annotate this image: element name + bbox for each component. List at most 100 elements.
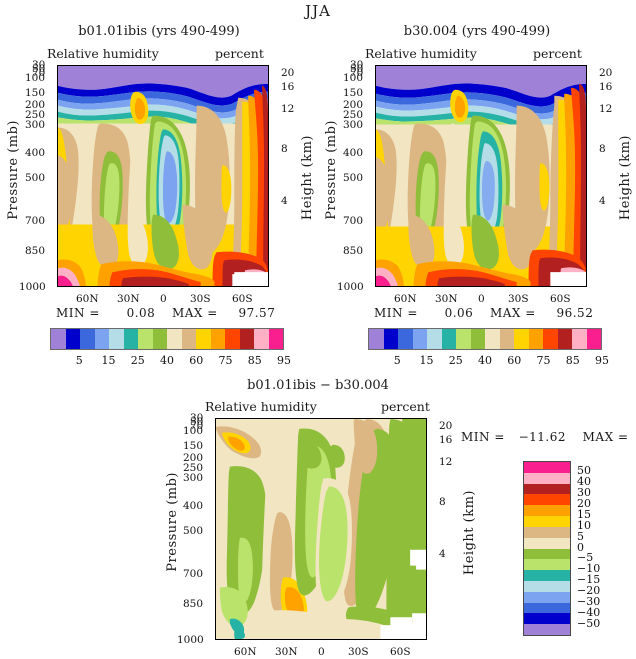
- htick-20: 20: [281, 67, 295, 79]
- colorbar-swatch: [80, 329, 95, 349]
- ptick-70: 70: [350, 67, 364, 79]
- colorbar-tick-label: 5: [577, 529, 584, 543]
- ptick-150: 150: [25, 87, 46, 99]
- axis-tick: [375, 142, 376, 143]
- colorbar-swatch: [167, 329, 182, 349]
- axis-tick: [375, 120, 376, 121]
- panel-left-title: b01.01ibis (yrs 490-499): [78, 24, 240, 39]
- ptick-500: 500: [183, 525, 204, 537]
- ptick-100: 100: [343, 72, 364, 84]
- axis-tick: [322, 418, 323, 419]
- colorbar-tick-label: −30: [577, 595, 601, 609]
- panel-left-plot-area[interactable]: [57, 65, 269, 287]
- panel-diff-units-label: percent: [381, 399, 430, 414]
- panel-left-max-value: 97.57: [238, 306, 276, 320]
- ptick-70: 70: [190, 420, 204, 432]
- colorbar-tick-label: 10: [577, 518, 591, 532]
- panel-diff-colorbar-labels: 50 40 30 20 15 10 5 0 −5 −10 −15 −20 −30 −40 −50: [575, 461, 620, 636]
- panel-left-units-label: percent: [215, 46, 264, 61]
- htick-4: 4: [599, 195, 606, 207]
- ptick-300: 300: [25, 119, 46, 131]
- ptick-30: 30: [190, 412, 204, 424]
- colorbar-swatch: [524, 591, 570, 603]
- ptick-850: 850: [25, 245, 46, 257]
- axis-tick: [388, 65, 389, 66]
- ptick-700: 700: [343, 215, 364, 227]
- colorbar-tick-label: 75: [536, 354, 551, 367]
- panel-diff-plot-area[interactable]: [215, 418, 427, 640]
- axis-tick: [381, 418, 382, 419]
- colorbar-tick-label: 85: [247, 354, 262, 367]
- htick-20: 20: [599, 67, 613, 79]
- axis-tick: [435, 65, 436, 66]
- colorbar-swatch: [524, 537, 570, 549]
- panel-right-min-value: 0.06: [444, 306, 474, 320]
- axis-tick: [57, 200, 58, 201]
- axis-tick: [287, 418, 288, 419]
- ptick-300: 300: [183, 472, 204, 484]
- colorbar-swatch: [524, 602, 570, 614]
- lat-60S: 60S: [390, 646, 411, 658]
- axis-tick: [298, 418, 299, 419]
- panel-right-colorbar[interactable]: [368, 328, 602, 350]
- ptick-70: 70: [32, 67, 46, 79]
- axis-tick: [215, 597, 216, 598]
- colorbar-swatch: [572, 329, 587, 349]
- axis-tick: [57, 98, 58, 99]
- panel-left-min-value: 0.08: [126, 306, 156, 320]
- colorbar-tick-label: 25: [448, 354, 463, 367]
- colorbar-tick-label: −20: [577, 584, 601, 598]
- ptick-250: 250: [343, 109, 364, 121]
- panel-diff-colorbar[interactable]: [523, 461, 571, 636]
- colorbar-swatch: [456, 329, 471, 349]
- panel-diff-contour-field: [216, 419, 426, 639]
- colorbar-tick-label: 5: [393, 354, 401, 367]
- ptick-400: 400: [343, 147, 364, 159]
- panel-diff-min-value: −11.62: [518, 430, 566, 444]
- axis-tick: [228, 418, 229, 419]
- season-title: JJA: [305, 2, 331, 20]
- axis-tick: [164, 65, 165, 66]
- colorbar-tick-label: 40: [160, 354, 174, 367]
- axis-tick: [375, 168, 376, 169]
- axis-tick: [215, 451, 216, 452]
- ptick-100: 100: [183, 425, 204, 437]
- axis-tick: [129, 65, 130, 66]
- lat-0: 0: [478, 293, 485, 305]
- axis-tick: [334, 418, 335, 419]
- panel-diff-max-label: MAX =: [582, 430, 629, 444]
- colorbar-tick-label: 25: [130, 354, 145, 367]
- lat-60S: 60S: [232, 293, 253, 305]
- colorbar-swatch: [412, 329, 427, 349]
- lat-30N: 30N: [275, 646, 298, 658]
- colorbar-swatch: [152, 329, 167, 349]
- axis-tick: [188, 65, 189, 66]
- panel-left-field-label: Relative humidity: [47, 46, 159, 61]
- axis-tick: [215, 553, 216, 554]
- axis-tick: [275, 418, 276, 419]
- axis-tick: [215, 521, 216, 522]
- panel-diff-title: b01.01ibis − b30.004: [247, 378, 389, 393]
- htick-8: 8: [281, 143, 288, 155]
- axis-tick: [152, 65, 153, 66]
- colorbar-tick-label: 95: [277, 354, 291, 367]
- axis-tick: [553, 65, 554, 66]
- panel-right-pressure-axis-title: Pressure (mb): [324, 120, 339, 220]
- colorbar-swatch: [123, 329, 138, 349]
- lat-0: 0: [318, 646, 325, 658]
- panel-left-colorbar[interactable]: [50, 328, 284, 350]
- axis-tick: [375, 278, 376, 279]
- axis-tick: [263, 418, 264, 419]
- ptick-500: 500: [343, 172, 364, 184]
- colorbar-swatch: [524, 613, 570, 625]
- panel-right-plot-area[interactable]: [375, 65, 587, 287]
- lat-30S: 30S: [348, 646, 369, 658]
- colorbar-tick-label: 60: [507, 354, 522, 367]
- ptick-100: 100: [25, 72, 46, 84]
- axis-tick: [57, 168, 58, 169]
- colorbar-swatch: [94, 329, 109, 349]
- axis-tick: [375, 186, 376, 187]
- colorbar-tick-label: 50: [577, 463, 591, 477]
- colorbar-swatch: [254, 329, 269, 349]
